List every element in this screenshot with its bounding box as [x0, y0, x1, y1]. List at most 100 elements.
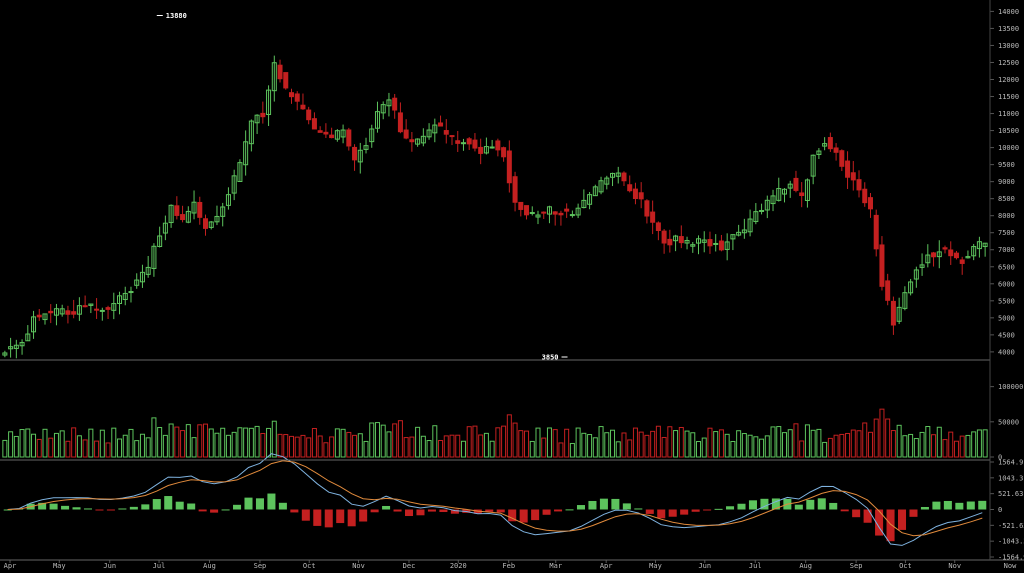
candle-body — [99, 309, 105, 312]
volume-bar — [151, 417, 157, 458]
candle-body — [294, 93, 300, 102]
volume-bar — [741, 433, 747, 458]
candle-body — [512, 176, 518, 203]
candle-body — [650, 211, 656, 223]
volume-bar — [678, 426, 684, 458]
volume-bar — [575, 427, 581, 458]
macd-histogram-bar — [141, 504, 150, 510]
macd-histogram-bar — [726, 506, 735, 510]
candle-body — [231, 175, 237, 194]
macd-histogram-bar — [83, 508, 93, 510]
candle-body — [850, 172, 856, 181]
macd-histogram-bar — [554, 509, 563, 512]
volume-bar — [157, 427, 163, 458]
macd-histogram-bar — [634, 508, 643, 510]
annotation-label: 3850 — [542, 354, 559, 362]
x-tick-label: Sep — [850, 562, 863, 570]
volume-bar — [185, 424, 191, 458]
volume-bar — [569, 442, 575, 458]
volume-bar — [810, 429, 816, 458]
candle-body — [495, 140, 501, 151]
volume-tick-label: 100000 — [998, 383, 1023, 391]
candle-body — [443, 130, 449, 135]
macd-histogram-bar — [932, 501, 941, 510]
macd-pane — [3, 453, 987, 546]
volume-bar — [862, 422, 868, 458]
candle-body — [913, 269, 919, 280]
macd-histogram-bar — [61, 505, 70, 510]
volume-bar — [42, 428, 48, 458]
volume-bar — [48, 437, 54, 458]
candle-body — [661, 230, 667, 244]
volume-bar — [661, 436, 667, 458]
candle-body — [346, 129, 352, 147]
price-tick-label: 11000 — [998, 110, 1019, 118]
candle-body — [271, 62, 277, 92]
candle-body — [111, 303, 117, 311]
volume-bar — [346, 431, 352, 458]
candle-body — [168, 204, 174, 224]
volume-bar — [724, 433, 730, 458]
candle-body — [804, 179, 810, 201]
candle-body — [678, 236, 684, 244]
candle-body — [655, 222, 661, 231]
volume-bar — [317, 435, 323, 458]
x-tick-label: Aug — [203, 562, 216, 570]
macd-histogram-bar — [404, 509, 414, 517]
volume-bar — [59, 430, 65, 458]
macd-histogram-bar — [164, 496, 173, 510]
volume-bar — [564, 428, 570, 458]
x-tick-label: Apr — [4, 562, 17, 570]
volume-bar — [701, 437, 707, 458]
candle-body — [65, 310, 71, 315]
volume-bar — [71, 427, 77, 458]
candle-body — [243, 141, 249, 166]
candle-body — [506, 150, 512, 184]
candle-body — [94, 308, 100, 311]
macd-histogram-bar — [863, 509, 872, 523]
volume-bar — [615, 441, 621, 458]
macd-histogram-bar — [187, 503, 196, 510]
x-tick-label: Oct — [303, 562, 316, 570]
macd-histogram-bar — [978, 500, 987, 510]
volume-bar — [105, 442, 111, 458]
candle-body — [157, 235, 163, 247]
candle-body — [598, 180, 604, 193]
price-tick-label: 4000 — [998, 348, 1015, 356]
candle-body — [673, 235, 679, 242]
candle-body — [632, 188, 638, 200]
volume-bar — [558, 442, 564, 458]
candle-body — [489, 146, 495, 149]
volume-bar — [512, 422, 518, 458]
x-tick-label: May — [53, 562, 66, 570]
macd-histogram-bar — [966, 501, 975, 510]
volume-bar — [260, 432, 266, 458]
volume-bar — [455, 434, 461, 458]
candle-body — [19, 342, 25, 347]
volume-bar — [718, 429, 724, 458]
volume-bar — [202, 423, 209, 458]
x-tick-label: Mar — [549, 562, 562, 570]
candle-body — [770, 195, 776, 205]
volume-bar — [621, 432, 627, 458]
volume-bar — [770, 426, 776, 458]
volume-bar — [357, 433, 363, 458]
volume-bar — [340, 428, 346, 458]
volume-bar — [598, 426, 604, 458]
candle-body — [747, 218, 753, 233]
volume-bar — [736, 430, 742, 458]
volume-bar — [707, 427, 713, 458]
macd-histogram-bar — [576, 505, 586, 510]
volume-bar — [524, 430, 530, 458]
macd-histogram-bar — [175, 501, 184, 510]
candle-body — [615, 172, 621, 177]
candle-body — [466, 138, 472, 145]
candle-body — [730, 234, 736, 240]
macd-tick-label: 1564.9 — [998, 459, 1023, 467]
volume-bar — [856, 430, 862, 458]
volume-bar — [546, 427, 552, 458]
macd-histogram-bar — [221, 509, 230, 511]
volume-bar — [747, 434, 753, 458]
volume-bar — [438, 439, 444, 458]
volume-bar — [529, 440, 535, 458]
